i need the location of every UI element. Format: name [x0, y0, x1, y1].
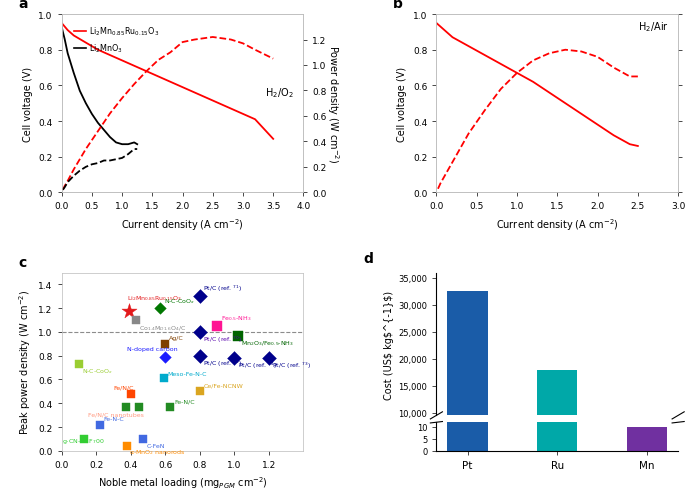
Text: Fe-N/C: Fe-N/C [174, 398, 195, 403]
Point [137, 435, 148, 443]
Text: N-C-CoO$_x$: N-C-CoO$_x$ [164, 296, 195, 305]
Point [264, 354, 275, 362]
Text: H$_2$/Air: H$_2$/Air [638, 21, 669, 34]
Text: a: a [18, 0, 27, 12]
Point [73, 360, 84, 368]
Text: N-C-CoO$_x$: N-C-CoO$_x$ [82, 366, 114, 375]
Point [160, 340, 171, 348]
Point [123, 307, 134, 315]
Text: Ce/Fe-NCNW: Ce/Fe-NCNW [203, 383, 243, 388]
Point [195, 352, 206, 360]
Point [229, 354, 240, 362]
Point [195, 328, 206, 336]
Text: Meso-Fe-N-C: Meso-Fe-N-C [167, 371, 206, 376]
Text: C-FeN: C-FeN [147, 443, 165, 448]
Text: Mn$_2$O$_3$/Fe$_{0.5}$-NH$_3$: Mn$_2$O$_3$/Fe$_{0.5}$-NH$_3$ [241, 339, 294, 348]
Text: Fe/N/C nanotubes: Fe/N/C nanotubes [88, 411, 143, 416]
X-axis label: Noble metal loading (mg$_{PGM}$ cm$^{-2}$): Noble metal loading (mg$_{PGM}$ cm$^{-2}… [97, 474, 267, 490]
Text: Fe-N-C: Fe-N-C [103, 416, 124, 421]
Text: H$_2$/O$_2$: H$_2$/O$_2$ [265, 86, 294, 100]
Y-axis label: Power density (W cm$^{-2}$): Power density (W cm$^{-2}$) [325, 45, 340, 163]
Point [195, 293, 206, 301]
Point [122, 442, 133, 450]
Bar [447, 0, 488, 451]
Point [120, 403, 131, 411]
Text: N-doped carbon: N-doped carbon [127, 346, 178, 351]
Bar [627, 427, 667, 451]
Text: Pt/C (ref. $^{72}$): Pt/C (ref. $^{72}$) [203, 358, 242, 368]
Text: Pt/C (ref. $^{71}$): Pt/C (ref. $^{71}$) [203, 283, 242, 293]
Bar [537, 370, 577, 466]
X-axis label: Current density (A cm$^{-2}$): Current density (A cm$^{-2}$) [496, 216, 619, 232]
Point [158, 375, 169, 383]
Point [94, 421, 105, 429]
Legend: Li$_2$Mn$_{0.85}$Ru$_{0.15}$O$_3$, Li$_2$MnO$_3$: Li$_2$Mn$_{0.85}$Ru$_{0.15}$O$_3$, Li$_2… [71, 23, 162, 58]
Point [232, 332, 243, 340]
Text: g-CN-CNF$_7$00: g-CN-CNF$_7$00 [62, 436, 104, 445]
Text: d: d [364, 252, 374, 266]
Text: Ag/C: Ag/C [169, 336, 184, 341]
Y-axis label: Cell voltage (V): Cell voltage (V) [23, 67, 33, 141]
Text: c: c [18, 256, 27, 270]
Text: Pt/C (ref. $^{74}$): Pt/C (ref. $^{74}$) [238, 360, 277, 370]
Point [195, 388, 206, 396]
Point [130, 317, 141, 325]
Y-axis label: Cell voltage (V): Cell voltage (V) [397, 67, 408, 141]
Y-axis label: Cost (US$ kg$^{-1}$): Cost (US$ kg$^{-1}$) [384, 290, 394, 399]
Y-axis label: Peak power density (W cm$^{-2}$): Peak power density (W cm$^{-2}$) [17, 290, 33, 434]
Point [134, 403, 145, 411]
Text: Pt/C (ref. $^{73}$): Pt/C (ref. $^{73}$) [273, 360, 312, 370]
Text: Co$_{1.4}$M$_{D1.6}$O$_4$/C: Co$_{1.4}$M$_{D1.6}$O$_4$/C [139, 324, 186, 332]
Point [125, 390, 136, 398]
Bar [447, 292, 488, 466]
Text: Fe$_{0.5}$-NH$_3$: Fe$_{0.5}$-NH$_3$ [221, 314, 251, 323]
Point [212, 322, 223, 330]
Bar [537, 0, 577, 451]
Text: Li$_2$Mn$_{0.85}$Ru$_{0.15}$O$_3$: Li$_2$Mn$_{0.85}$Ru$_{0.15}$O$_3$ [127, 294, 182, 303]
Point [155, 305, 166, 313]
Point [165, 403, 176, 411]
X-axis label: Current density (A cm$^{-2}$): Current density (A cm$^{-2}$) [121, 216, 244, 232]
Text: α-MnO$_2$ nanorods: α-MnO$_2$ nanorods [129, 447, 186, 455]
Text: b: b [393, 0, 403, 12]
Text: Fe/N/C: Fe/N/C [114, 384, 134, 389]
Point [79, 435, 90, 443]
Point [160, 353, 171, 361]
Text: Pt/C (ref. $^{70}$): Pt/C (ref. $^{70}$) [203, 334, 242, 344]
